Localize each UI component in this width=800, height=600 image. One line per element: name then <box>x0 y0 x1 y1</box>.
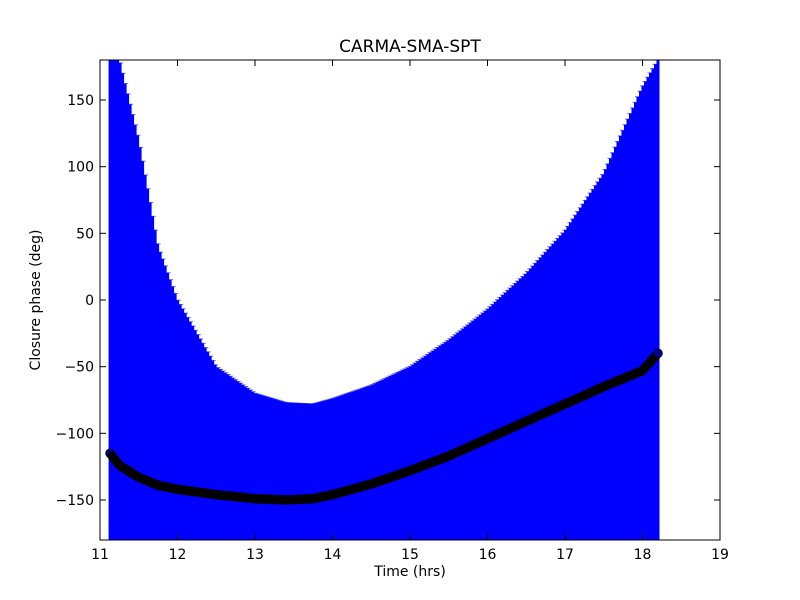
axis-ticks: 11 12 13 14 15 16 17 18 19 −150 −100 −50 0 50 100 150 <box>56 60 729 563</box>
data-point <box>653 348 663 359</box>
y-tick-label: 150 <box>67 93 94 109</box>
chart-title: CARMA-SMA-SPT <box>339 37 481 57</box>
x-tick-label: 14 <box>324 547 342 563</box>
x-tick-label: 11 <box>91 547 109 563</box>
y-tick-label: 0 <box>85 293 94 309</box>
y-axis-label: Closure phase (deg) <box>28 230 44 371</box>
y-tick-label: −50 <box>64 360 94 376</box>
y-tick-label: 100 <box>67 160 94 176</box>
x-axis-label: Time (hrs) <box>373 564 446 580</box>
x-tick-label: 18 <box>634 547 652 563</box>
x-tick-label: 13 <box>246 547 264 563</box>
y-tick-label: 50 <box>76 226 94 242</box>
x-tick-label: 12 <box>169 547 187 563</box>
x-tick-label: 17 <box>556 547 574 563</box>
y-tick-label: −150 <box>56 493 94 509</box>
y-tick-label: −100 <box>56 426 94 442</box>
plot-area <box>105 60 663 540</box>
x-tick-label: 19 <box>711 547 729 563</box>
x-tick-label: 15 <box>401 547 419 563</box>
x-tick-label: 16 <box>479 547 497 563</box>
